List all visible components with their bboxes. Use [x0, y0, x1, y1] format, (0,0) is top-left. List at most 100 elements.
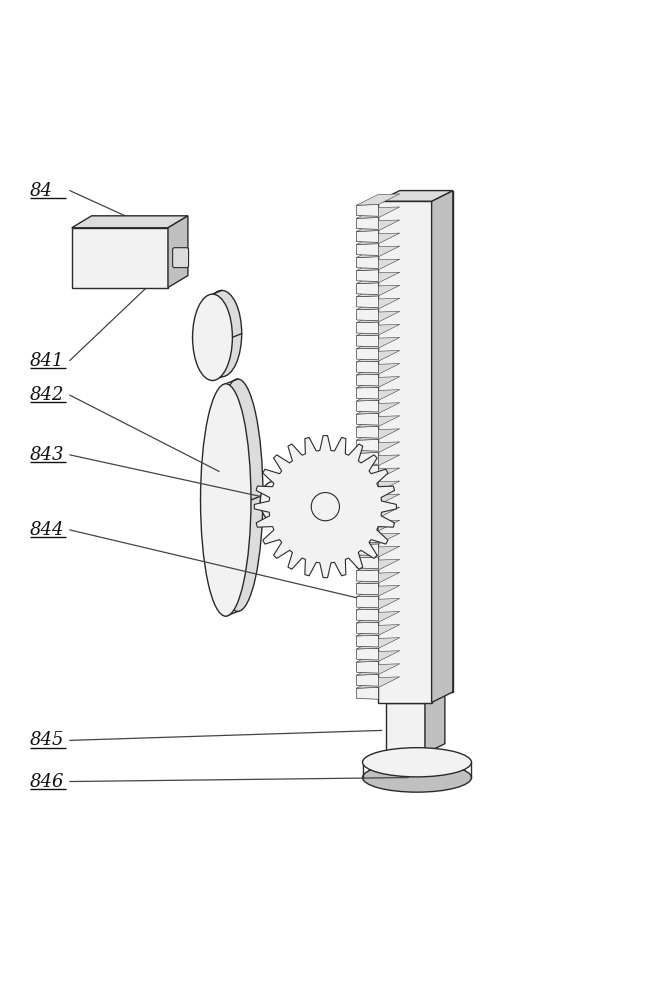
Polygon shape [357, 570, 378, 582]
Polygon shape [357, 285, 400, 297]
Polygon shape [357, 324, 400, 336]
Polygon shape [357, 546, 400, 558]
Polygon shape [357, 348, 378, 360]
Polygon shape [357, 494, 400, 505]
Polygon shape [357, 466, 378, 477]
Polygon shape [357, 246, 400, 257]
Polygon shape [357, 505, 378, 516]
Polygon shape [357, 674, 378, 686]
Polygon shape [357, 337, 400, 349]
Polygon shape [357, 298, 400, 310]
Polygon shape [357, 413, 378, 425]
Polygon shape [357, 335, 378, 347]
Circle shape [311, 493, 339, 521]
Polygon shape [357, 609, 378, 621]
Polygon shape [357, 648, 378, 660]
Polygon shape [357, 361, 378, 373]
Polygon shape [357, 533, 400, 545]
Polygon shape [432, 191, 453, 703]
Polygon shape [357, 207, 400, 218]
Polygon shape [357, 311, 400, 323]
Polygon shape [357, 272, 400, 284]
Ellipse shape [201, 384, 251, 616]
Ellipse shape [193, 294, 232, 380]
Polygon shape [357, 572, 400, 584]
Polygon shape [72, 216, 188, 228]
Polygon shape [168, 216, 188, 288]
Polygon shape [357, 520, 400, 532]
Polygon shape [357, 518, 378, 530]
Polygon shape [357, 638, 400, 649]
Polygon shape [357, 309, 378, 321]
Polygon shape [357, 468, 400, 479]
Ellipse shape [274, 476, 300, 516]
Polygon shape [357, 583, 378, 595]
Polygon shape [357, 664, 400, 675]
Polygon shape [357, 374, 378, 386]
Polygon shape [357, 612, 400, 623]
Polygon shape [357, 651, 400, 662]
Polygon shape [357, 481, 400, 492]
Polygon shape [357, 205, 378, 216]
Polygon shape [357, 442, 400, 453]
Polygon shape [357, 218, 378, 229]
Ellipse shape [202, 290, 242, 377]
Polygon shape [357, 625, 400, 636]
Polygon shape [357, 403, 400, 414]
Polygon shape [357, 622, 378, 634]
Polygon shape [357, 296, 378, 308]
Polygon shape [357, 220, 400, 231]
Polygon shape [357, 635, 378, 647]
Polygon shape [357, 599, 400, 610]
Polygon shape [357, 585, 400, 597]
Polygon shape [357, 596, 378, 608]
Polygon shape [357, 531, 378, 543]
Polygon shape [254, 436, 396, 578]
Polygon shape [357, 426, 378, 438]
Polygon shape [386, 693, 445, 703]
Polygon shape [357, 507, 400, 518]
Polygon shape [357, 439, 378, 451]
Polygon shape [357, 244, 378, 255]
Polygon shape [357, 492, 378, 503]
Text: 846: 846 [30, 773, 64, 791]
Polygon shape [357, 557, 378, 569]
Polygon shape [357, 455, 400, 466]
Polygon shape [432, 191, 453, 692]
Polygon shape [357, 661, 378, 673]
Polygon shape [357, 377, 400, 388]
Text: 842: 842 [30, 386, 64, 404]
Polygon shape [357, 687, 378, 699]
FancyBboxPatch shape [173, 248, 189, 268]
Polygon shape [357, 453, 378, 464]
Text: 845: 845 [30, 731, 64, 749]
Polygon shape [357, 387, 378, 399]
Polygon shape [357, 479, 378, 490]
Polygon shape [357, 322, 378, 334]
Polygon shape [357, 351, 400, 362]
Polygon shape [357, 194, 400, 205]
Polygon shape [357, 677, 400, 688]
Polygon shape [425, 693, 445, 754]
Ellipse shape [212, 379, 263, 611]
Polygon shape [357, 390, 400, 401]
Polygon shape [357, 400, 378, 412]
Polygon shape [357, 257, 378, 268]
Polygon shape [357, 364, 400, 375]
Polygon shape [386, 703, 425, 754]
Polygon shape [357, 233, 400, 244]
Polygon shape [357, 416, 400, 427]
Polygon shape [357, 559, 400, 571]
Polygon shape [357, 544, 378, 556]
Polygon shape [357, 259, 400, 270]
Polygon shape [357, 270, 378, 282]
Polygon shape [378, 191, 453, 201]
Text: 844: 844 [30, 521, 64, 539]
Ellipse shape [363, 748, 471, 777]
Polygon shape [378, 201, 432, 703]
Text: 841: 841 [30, 352, 64, 370]
Ellipse shape [260, 481, 287, 521]
Text: 843: 843 [30, 446, 64, 464]
Polygon shape [357, 283, 378, 295]
Polygon shape [357, 429, 400, 440]
